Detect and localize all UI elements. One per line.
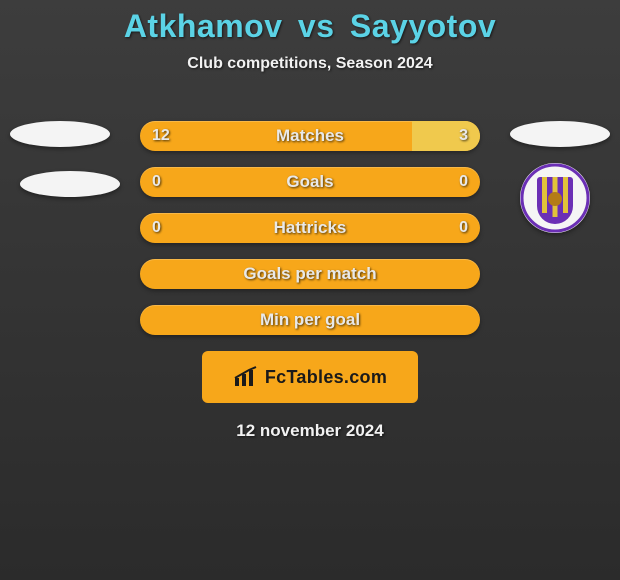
bar-left-value: 12 bbox=[140, 121, 182, 151]
comparison-infographic: Atkhamov vs Sayyotov Club competitions, … bbox=[0, 0, 620, 580]
bar-track: Min per goal bbox=[140, 305, 480, 335]
watermark: FcTables.com bbox=[202, 351, 418, 403]
bar-row: Goals0 0 bbox=[0, 167, 620, 197]
bar-row: Matches12 3 bbox=[0, 121, 620, 151]
bar-label: Goals per match bbox=[140, 259, 480, 289]
bar-right-value: 3 bbox=[447, 121, 480, 151]
date-line: 12 november 2024 bbox=[0, 421, 620, 441]
bar-label: Goals bbox=[140, 167, 480, 197]
bar-row: Goals per match bbox=[0, 259, 620, 289]
bar-left-value: 0 bbox=[140, 167, 173, 197]
bar-row: Min per goal bbox=[0, 305, 620, 335]
bar-right-value: 0 bbox=[447, 213, 480, 243]
title-player-right: Sayyotov bbox=[350, 8, 496, 44]
bar-right-value: 0 bbox=[447, 167, 480, 197]
bar-label: Min per goal bbox=[140, 305, 480, 335]
page-title: Atkhamov vs Sayyotov bbox=[0, 0, 620, 45]
bar-label: Hattricks bbox=[140, 213, 480, 243]
bar-track: Goals per match bbox=[140, 259, 480, 289]
subtitle: Club competitions, Season 2024 bbox=[0, 55, 620, 73]
bar-left-value: 0 bbox=[140, 213, 173, 243]
bar-track: Hattricks0 0 bbox=[140, 213, 480, 243]
title-player-left: Atkhamov bbox=[124, 8, 283, 44]
bar-label: Matches bbox=[140, 121, 480, 151]
bar-track: Goals0 0 bbox=[140, 167, 480, 197]
bar-track: Matches12 3 bbox=[140, 121, 480, 151]
title-vs: vs bbox=[298, 8, 335, 44]
watermark-text: FcTables.com bbox=[265, 367, 387, 388]
comparison-bars: Matches123Goals00Hattricks00Goals per ma… bbox=[0, 121, 620, 335]
bar-row: Hattricks0 0 bbox=[0, 213, 620, 243]
bar-chart-icon bbox=[233, 366, 259, 388]
